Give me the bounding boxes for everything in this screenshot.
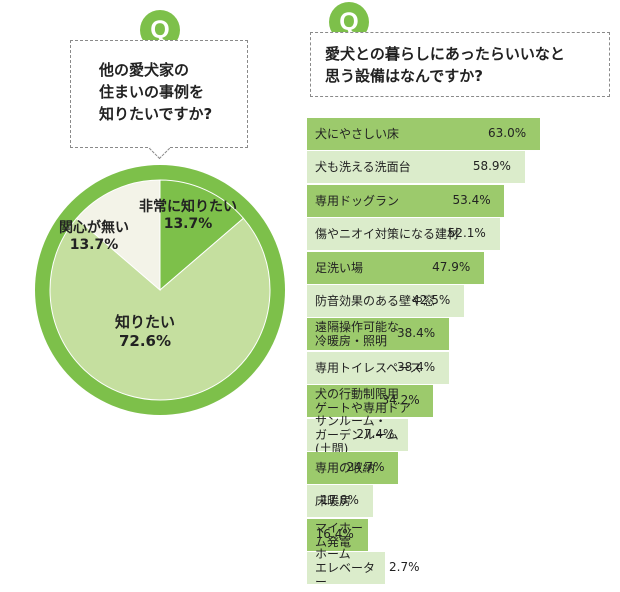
pie-label-want-name: 知りたい: [115, 313, 176, 331]
bar: 専用トイレスペース: [307, 351, 450, 384]
left-question-box: 他の愛犬家の 住まいの事例を 知りたいですか?: [70, 40, 248, 148]
pie-slice-want: [49, 217, 271, 401]
bar-label: 犬にやさしい床: [315, 127, 400, 141]
right-question-box: 愛犬との暮らしにあったらいいなと 思う設備はなんですか?: [310, 32, 610, 97]
bar: 犬にやさしい床: [307, 118, 540, 150]
bar-label: サンルーム・ ガーデンルーム(土間): [315, 413, 399, 456]
pie-label-no-interest: 関心が無い 13.7%: [59, 220, 129, 254]
bar-value-label: 24.7%: [346, 460, 385, 474]
bar-label: 遠隔操作可能な 冷暖房・照明: [315, 320, 400, 349]
pie-label-want-value: 72.6%: [118, 332, 172, 350]
bar: 床暖房: [307, 485, 373, 518]
bar: サンルーム・ ガーデンルーム(土間): [307, 414, 409, 456]
bar: 犬の行動制限用 ゲートや専用ドア: [307, 385, 434, 418]
bar: 犬も洗える洗面台: [307, 151, 525, 184]
bar-value-label: 27.4%: [356, 426, 395, 441]
bar-label: ホーム エレベーター: [315, 547, 376, 590]
bar: マイホーム発電: [307, 518, 368, 551]
bar-label: 傷やニオイ対策になる建材: [315, 227, 460, 242]
right-question-text: 愛犬との暮らしにあったらいいなと 思う設備はなんですか?: [325, 45, 565, 85]
pie-slice-very-want: [159, 179, 245, 292]
pie-label-no-interest-value: 13.7%: [69, 237, 119, 253]
bar-label: 犬も洗える洗面台: [315, 160, 411, 175]
bar-value-label: 52.1%: [447, 226, 486, 241]
bar-label: マイホーム発電: [315, 520, 364, 549]
bar-label: 専用トイレスペース: [315, 360, 422, 375]
bar-label: 床暖房: [315, 494, 352, 509]
bar-value-label: 2.7%: [389, 560, 420, 575]
bar: 専用ドッグラン: [307, 184, 505, 217]
bar-value-label: 17.8%: [320, 493, 359, 508]
pie-svg: [35, 165, 285, 415]
left-question-text: 他の愛犬家の 住まいの事例を 知りたいですか?: [99, 61, 213, 123]
pie-label-very-want-value: 13.7%: [163, 216, 213, 232]
bar-value-label: 38.4%: [397, 326, 436, 341]
bar-value-label: 53.4%: [452, 192, 491, 207]
bar: 傷やニオイ対策になる建材: [307, 218, 500, 251]
bar-value-label: 63.0%: [488, 126, 527, 140]
bar-label: 犬の行動制限用 ゲートや専用ドア: [315, 387, 412, 416]
pie-slice-no-interest: [75, 179, 161, 292]
bar: 防音効果のある壁や窓: [307, 285, 465, 317]
bar: 足洗い場: [307, 251, 485, 284]
bar-value-label: 34.2%: [381, 393, 420, 408]
pie-label-no-interest-name: 関心が無い: [59, 220, 129, 236]
bar-value-label: 42.5%: [412, 293, 451, 307]
bar-value-label: 47.9%: [432, 259, 471, 274]
bar-label: 防音効果のある壁や窓: [315, 294, 436, 308]
bar-value-label: 16.4%: [315, 526, 354, 541]
bar: 専用の収納: [307, 452, 399, 484]
pie-label-very-want: 非常に知りたい 13.7%: [139, 199, 237, 233]
bar-label: 専用の収納: [315, 461, 376, 475]
bar-label: 足洗い場: [315, 260, 364, 275]
bar-label: 専用ドッグラン: [315, 193, 400, 208]
bar-value-label: 38.4%: [397, 359, 436, 374]
bar: ホーム エレベーター: [307, 547, 385, 589]
pie-label-very-want-name: 非常に知りたい: [139, 199, 237, 215]
pie-label-want: 知りたい 72.6%: [115, 313, 175, 351]
bar-value-label: 58.9%: [472, 159, 511, 174]
pie-chart: 非常に知りたい 13.7% 関心が無い 13.7% 知りたい 72.6%: [35, 165, 285, 415]
bar: 遠隔操作可能な 冷暖房・照明: [307, 318, 450, 351]
